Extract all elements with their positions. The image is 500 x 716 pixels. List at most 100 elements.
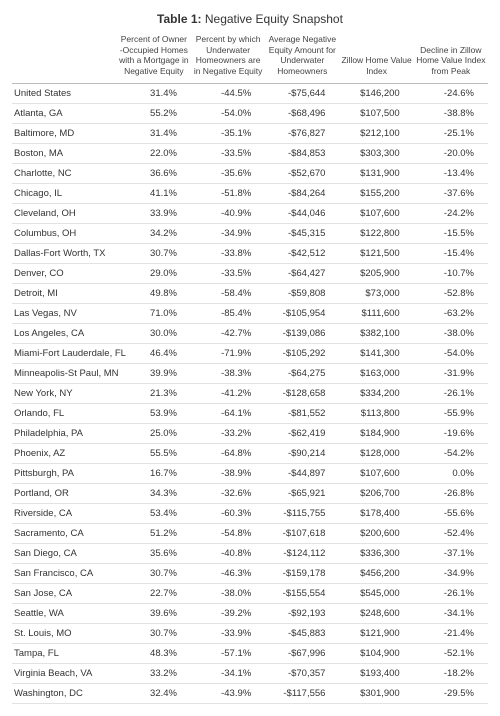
value-cell: -54.8% [191,523,265,543]
value-cell: 34.3% [117,483,191,503]
value-cell: -37.1% [414,543,488,563]
value-cell: 55.2% [117,103,191,123]
region-cell: San Diego, CA [12,543,117,563]
value-cell: -$64,427 [265,263,339,283]
region-cell: Portland, OR [12,483,117,503]
value-cell: $121,900 [339,623,413,643]
value-cell: -18.2% [414,663,488,683]
value-cell: $193,400 [339,663,413,683]
value-cell: 25.0% [117,423,191,443]
value-cell: -$68,496 [265,103,339,123]
value-cell: -64.8% [191,443,265,463]
value-cell: -52.8% [414,283,488,303]
region-cell: Baltimore, MD [12,123,117,143]
table-row: Minneapolis-St Paul, MN39.9%-38.3%-$64,2… [12,363,488,383]
value-cell: $303,300 [339,143,413,163]
value-cell: 30.7% [117,623,191,643]
table-row: Charlotte, NC36.6%-35.6%-$52,670$131,900… [12,163,488,183]
value-cell: -21.4% [414,623,488,643]
value-cell: -26.1% [414,383,488,403]
region-cell: Detroit, MI [12,283,117,303]
region-cell: United States [12,83,117,103]
value-cell: -52.1% [414,643,488,663]
region-cell: St. Louis, MO [12,623,117,643]
value-cell: $248,600 [339,603,413,623]
value-cell: $107,600 [339,203,413,223]
table-row: Columbus, OH34.2%-34.9%-$45,315$122,800-… [12,223,488,243]
value-cell: -$44,897 [265,463,339,483]
region-cell: Sacramento, CA [12,523,117,543]
region-cell: Seattle, WA [12,603,117,623]
value-cell: -20.0% [414,143,488,163]
value-cell: -10.7% [414,263,488,283]
table-row: Las Vegas, NV71.0%-85.4%-$105,954$111,60… [12,303,488,323]
table-row: Baltimore, MD31.4%-35.1%-$76,827$212,100… [12,123,488,143]
value-cell: 35.6% [117,543,191,563]
value-cell: -29.5% [414,683,488,703]
value-cell: -$45,315 [265,223,339,243]
value-cell: 0.0% [414,463,488,483]
value-cell: 16.7% [117,463,191,483]
value-cell: -55.6% [414,503,488,523]
region-cell: Phoenix, AZ [12,443,117,463]
region-cell: Charlotte, NC [12,163,117,183]
value-cell: -33.8% [191,243,265,263]
value-cell: -$92,193 [265,603,339,623]
region-cell: Columbus, OH [12,223,117,243]
value-cell: $113,800 [339,403,413,423]
value-cell: -57.1% [191,643,265,663]
value-cell: -$84,264 [265,183,339,203]
value-cell: -$115,755 [265,503,339,523]
table-row: New York, NY21.3%-41.2%-$128,658$334,200… [12,383,488,403]
table-row: Virginia Beach, VA33.2%-34.1%-$70,357$19… [12,663,488,683]
value-cell: -$59,808 [265,283,339,303]
value-cell: -34.1% [191,663,265,683]
value-cell: $104,900 [339,643,413,663]
value-cell: 51.2% [117,523,191,543]
value-cell: -$155,554 [265,583,339,603]
table-row: San Francisco, CA30.7%-46.3%-$159,178$45… [12,563,488,583]
value-cell: -$70,357 [265,663,339,683]
value-cell: 41.1% [117,183,191,203]
value-cell: 49.8% [117,283,191,303]
value-cell: -$139,086 [265,323,339,343]
table-header-row: Percent of Owner -Occupied Homes with a … [12,32,488,83]
value-cell: 31.4% [117,83,191,103]
value-cell: -$84,853 [265,143,339,163]
region-cell: Miami-Fort Lauderdale, FL [12,343,117,363]
region-cell: Washington, DC [12,683,117,703]
value-cell: -13.4% [414,163,488,183]
value-cell: -$52,670 [265,163,339,183]
table-row: Portland, OR34.3%-32.6%-$65,921$206,700-… [12,483,488,503]
title-suffix: Negative Equity Snapshot [202,12,343,26]
region-cell: Tampa, FL [12,643,117,663]
value-cell: $107,600 [339,463,413,483]
value-cell: -44.5% [191,83,265,103]
table-row: Seattle, WA39.6%-39.2%-$92,193$248,600-3… [12,603,488,623]
value-cell: -$107,618 [265,523,339,543]
value-cell: -85.4% [191,303,265,323]
value-cell: 39.9% [117,363,191,383]
region-cell: Pittsburgh, PA [12,463,117,483]
region-cell: San Jose, CA [12,583,117,603]
value-cell: -$62,419 [265,423,339,443]
value-cell: -51.8% [191,183,265,203]
table-row: Denver, CO29.0%-33.5%-$64,427$205,900-10… [12,263,488,283]
table-row: Philadelphia, PA25.0%-33.2%-$62,419$184,… [12,423,488,443]
value-cell: -60.3% [191,503,265,523]
table-row: Sacramento, CA51.2%-54.8%-$107,618$200,6… [12,523,488,543]
value-cell: 22.0% [117,143,191,163]
value-cell: -$67,996 [265,643,339,663]
value-cell: $131,900 [339,163,413,183]
value-cell: $301,900 [339,683,413,703]
table-row: Dallas-Fort Worth, TX30.7%-33.8%-$42,512… [12,243,488,263]
value-cell: 46.4% [117,343,191,363]
table-row: Cleveland, OH33.9%-40.9%-$44,046$107,600… [12,203,488,223]
region-cell: Minneapolis-St Paul, MN [12,363,117,383]
value-cell: 33.2% [117,663,191,683]
region-cell: Orlando, FL [12,403,117,423]
region-cell: New York, NY [12,383,117,403]
value-cell: 29.0% [117,263,191,283]
value-cell: $206,700 [339,483,413,503]
value-cell: $73,000 [339,283,413,303]
